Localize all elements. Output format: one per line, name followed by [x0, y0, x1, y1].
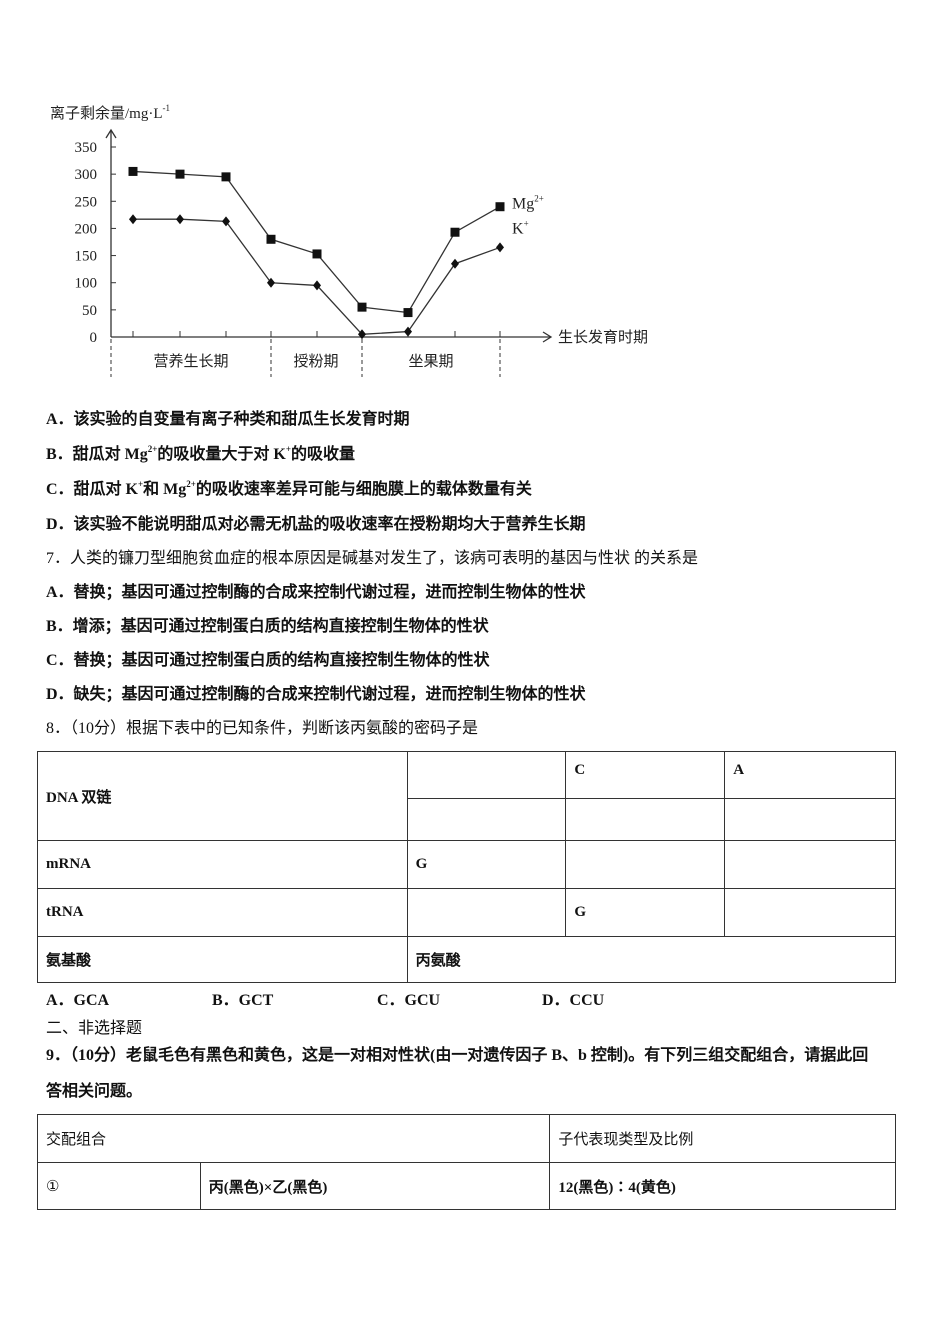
y-axis-arrow: [105, 128, 117, 139]
series-line-k: [133, 218, 501, 335]
data-point-k: [267, 277, 275, 288]
q6-option-d: D．该实验不能说明甜瓜对必需无机盐的吸收速率在授粉期均大于营养生长期: [46, 516, 586, 533]
period-label: 坐果期: [408, 353, 453, 370]
ion-remaining-chart: 离子剩余量/mg·L-1 生长发育时期 0 50 100 150 200 250 300 35…: [50, 103, 648, 377]
cell: [406, 888, 567, 937]
cell: [565, 840, 726, 889]
y-tick-label: 150: [75, 249, 98, 265]
data-point-mg: [357, 302, 367, 312]
x-axis-label: 生长发育时期: [558, 329, 648, 346]
y-tick-label: 50: [82, 303, 97, 319]
data-point-mg: [495, 202, 505, 212]
cell: [724, 798, 896, 841]
q9-stem: 9．（10分）老鼠毛色有黑色和黄色，这是一对相对性状(由一对遗传因子 B、b 控…: [46, 1047, 869, 1064]
q6-option-b: B．甜瓜对 Mg2+的吸收量大于对 K+的吸收量: [46, 444, 356, 464]
series-label-mg: Mg2+: [512, 194, 544, 213]
cell: G: [406, 840, 567, 889]
data-point-mg: [221, 172, 231, 182]
q8-option-d: D．CCU: [542, 992, 605, 1009]
cell: C: [565, 751, 726, 799]
cell: [565, 798, 726, 841]
q7-option-a: A．替换；基因可通过控制酶的合成来控制代谢过程，进而控制生物体的性状: [46, 584, 586, 601]
q7-stem: 7．人类的镰刀型细胞贫血症的根本原因是碱基对发生了，该病可表明的基因与性状 的关…: [46, 550, 699, 567]
trna-label: tRNA: [37, 888, 408, 937]
amino-acid-label: 氨基酸: [37, 936, 408, 983]
data-point-k: [451, 258, 459, 269]
data-point-mg: [128, 166, 138, 176]
q9-stem-cont: 答相关问题。: [46, 1083, 143, 1100]
data-point-k: [358, 329, 366, 340]
mrna-label: mRNA: [37, 840, 408, 889]
header-offspring: 子代表现类型及比例: [549, 1114, 896, 1163]
data-point-mg: [266, 234, 276, 244]
data-point-mg: [312, 249, 322, 259]
data-point-mg: [175, 169, 185, 179]
series-line-mg: [132, 170, 501, 314]
q7-option-c: C．替换；基因可通过控制蛋白质的结构直接控制生物体的性状: [46, 652, 490, 669]
q6-option-a: A．该实验的自变量有离子种类和甜瓜生长发育时期: [46, 411, 410, 428]
y-tick-label: 100: [75, 276, 98, 292]
data-point-k: [176, 214, 184, 225]
q7-option-d: D．缺失；基因可通过控制酶的合成来控制代谢过程，进而控制生物体的性状: [46, 686, 586, 703]
y-tick-label: 300: [75, 167, 98, 183]
q9-table: 交配组合 子代表现类型及比例 ① 丙(黑色)×乙(黑色) 12(黑色)∶4(黄色): [36, 1114, 896, 1210]
q6-option-c: C．甜瓜对 K+和 Mg2+的吸收速率差异可能与细胞膜上的载体数量有关: [46, 479, 532, 499]
y-axis-label: 离子剩余量/mg·L-1: [50, 103, 170, 122]
y-tick-label: 0: [90, 330, 98, 346]
cell: 12(黑色)∶4(黄色): [549, 1162, 896, 1210]
period-label: 授粉期: [293, 353, 338, 370]
data-point-k: [222, 216, 230, 227]
period-label: 营养生长期: [153, 353, 228, 370]
data-point-mg: [450, 227, 460, 237]
data-point-k: [404, 326, 412, 337]
cell: ①: [37, 1162, 201, 1210]
y-tick-label: 200: [75, 221, 98, 237]
q8-stem: 8．（10分）根据下表中的已知条件，判断该丙氨酸的密码子是: [46, 720, 479, 737]
q8-option-b: B．GCT: [212, 992, 274, 1009]
data-point-k: [313, 280, 321, 291]
q7-option-b: B．增添；基因可通过控制蛋白质的结构直接控制生物体的性状: [46, 618, 489, 635]
data-point-k: [496, 242, 504, 253]
series-label-k: K+: [512, 218, 529, 237]
q8-option-a: A．GCA: [46, 992, 110, 1009]
q8-option-c: C．GCU: [377, 992, 441, 1009]
cell: A: [724, 751, 896, 799]
header-cross: 交配组合: [36, 1114, 551, 1163]
y-tick-label: 350: [75, 140, 98, 156]
x-axis-arrow: [542, 331, 553, 343]
cell: 丙(黑色)×乙(黑色): [199, 1162, 551, 1210]
y-tick-label: 250: [75, 194, 98, 210]
data-point-k: [129, 214, 137, 225]
data-point-mg: [403, 308, 413, 318]
cell: [724, 840, 896, 889]
cell: [724, 888, 896, 937]
cell: [406, 798, 567, 841]
cell: G: [565, 888, 726, 937]
cell: [406, 751, 567, 799]
dna-label: DNA 双链: [37, 751, 408, 841]
section-heading: 二、非选择题: [46, 1020, 143, 1037]
amino-acid-value: 丙氨酸: [406, 936, 897, 983]
